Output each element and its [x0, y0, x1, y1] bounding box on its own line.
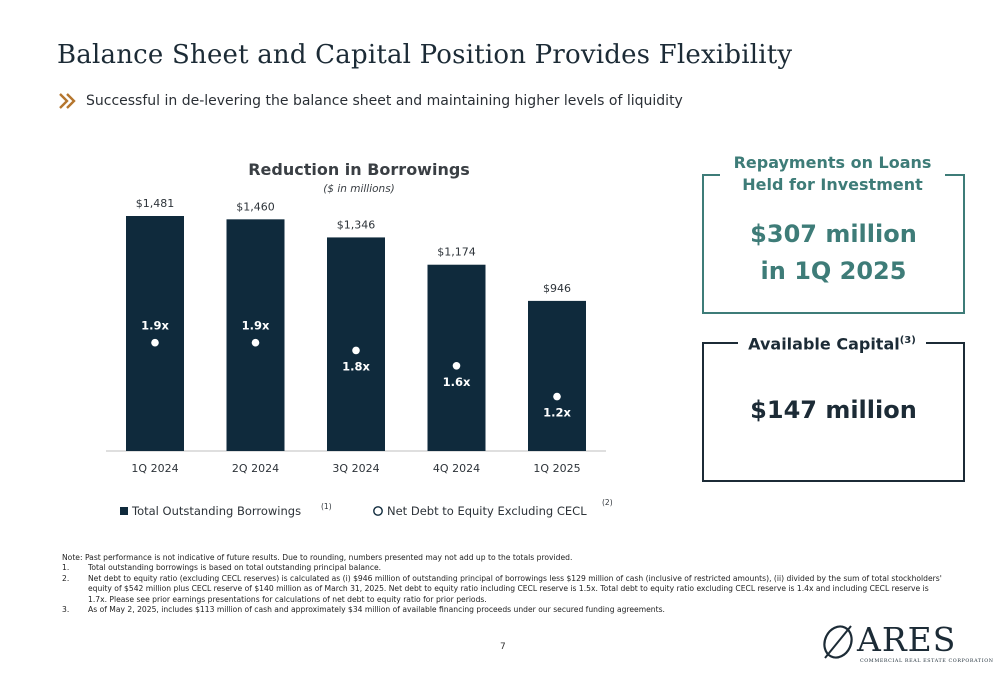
page-title: Balance Sheet and Capital Position Provi…	[57, 40, 793, 70]
footnote-2: 2. Net debt to equity ratio (excluding C…	[62, 574, 942, 605]
ratio-label-2: 1.9x	[242, 319, 270, 333]
available-capital-panel: $147 million	[702, 342, 965, 482]
ratio-label-3: 1.8x	[342, 359, 370, 373]
footnote-3-text: As of May 2, 2025, includes $113 million…	[88, 605, 665, 615]
bar-value-label-5: $946	[543, 282, 571, 295]
x-tick-label-2: 2Q 2024	[232, 462, 279, 475]
logo-tagline: COMMERCIAL REAL ESTATE CORPORATION	[860, 659, 994, 664]
legend-swatch-borrowings	[120, 507, 128, 515]
bar-5	[528, 300, 586, 451]
double-chevron-icon	[59, 93, 76, 109]
repayments-title-line2: Held for Investment	[742, 175, 923, 194]
footnotes: Note: Past performance is not indicative…	[62, 553, 942, 615]
bar-2	[226, 219, 285, 451]
ares-logo: ARES COMMERCIAL REAL ESTATE CORPORATION	[820, 620, 993, 668]
repayments-value-line1: $307 million	[750, 220, 917, 248]
footnote-2-text: Net debt to equity ratio (excluding CECL…	[88, 573, 942, 604]
legend-superscript-net-debt: (2)	[602, 498, 613, 507]
ratio-point-3	[352, 346, 360, 355]
footnote-2-number: 2.	[62, 573, 70, 583]
ratio-point-4	[452, 362, 461, 370]
legend-swatch-net-debt	[373, 506, 383, 516]
ratio-label-1: 1.9x	[141, 319, 169, 333]
footnote-1-number: 1.	[62, 563, 70, 573]
x-tick-label-3: 3Q 2024	[332, 462, 379, 475]
x-tick-label-4: 4Q 2024	[433, 462, 480, 475]
footnote-3: 3. As of May 2, 2025, includes $113 mill…	[62, 605, 942, 615]
footnote-1: 1. Total outstanding borrowings is based…	[62, 563, 942, 573]
bar-value-label-2: $1,460	[236, 200, 275, 213]
repayments-panel: $307 million in 1Q 2025	[702, 174, 965, 314]
ratio-label-5: 1.2x	[543, 406, 571, 420]
repayments-value-line2: in 1Q 2025	[760, 257, 907, 285]
x-tick-label-5: 1Q 2025	[533, 462, 580, 475]
subtitle-row: Successful in de-levering the balance sh…	[58, 92, 683, 110]
ratio-label-4: 1.6x	[443, 375, 471, 389]
ratio-point-2	[251, 338, 260, 347]
page-number: 7	[500, 642, 506, 652]
ratio-point-5	[553, 392, 561, 401]
ares-logo-mark-icon	[823, 625, 853, 659]
legend-superscript-borrowings: (1)	[321, 502, 332, 511]
chart-subtitle: ($ in millions)	[323, 183, 395, 195]
available-capital-title-text: Available Capital	[748, 334, 900, 354]
available-capital-superscript: (3)	[899, 335, 916, 346]
bar-value-label-4: $1,174	[437, 246, 476, 259]
legend-label-borrowings: Total Outstanding Borrowings	[131, 504, 301, 518]
footnote-3-number: 3.	[62, 605, 70, 615]
legend-label-net-debt: Net Debt to Equity Excluding CECL	[387, 504, 587, 518]
available-capital-value: $147 million	[750, 396, 917, 424]
bar-value-label-3: $1,346	[337, 218, 376, 231]
chart-title: Reduction in Borrowings	[248, 160, 470, 179]
logo-wordmark: ARES	[857, 620, 957, 659]
bar-4	[427, 264, 486, 451]
x-tick-label-1: 1Q 2024	[131, 462, 178, 475]
bar-1	[126, 216, 184, 451]
bar-value-label-1: $1,481	[136, 197, 175, 210]
bar-3	[327, 237, 385, 451]
footnote-intro: Note: Past performance is not indicative…	[62, 553, 573, 562]
available-capital-title: Available Capital(3)	[738, 330, 926, 356]
ratio-point-1	[151, 338, 159, 347]
footnote-1-text: Total outstanding borrowings is based on…	[88, 563, 382, 573]
repayments-title-line1: Repayments on Loans	[733, 153, 932, 172]
page-subtitle: Successful in de-levering the balance sh…	[86, 93, 683, 109]
repayments-title: Repayments on Loans Held for Investment	[720, 152, 945, 196]
